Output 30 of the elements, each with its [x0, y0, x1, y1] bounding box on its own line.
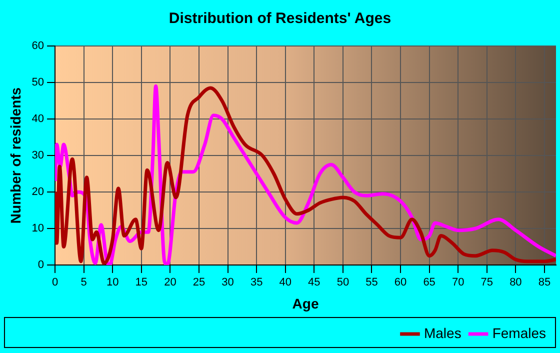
x-tick-label: 25 [192, 276, 206, 289]
y-tick-label: 50 [32, 76, 44, 89]
x-tick-label: 0 [52, 276, 58, 289]
x-tick-label: 80 [510, 276, 522, 289]
x-tick-label: 65 [423, 276, 436, 289]
y-tick-label: 30 [32, 150, 44, 162]
legend-label: Males [424, 324, 462, 341]
y-tick-label: 20 [32, 186, 44, 198]
legend-label: Females [492, 324, 546, 341]
chart-title: Distribution of Residents' Ages [168, 10, 392, 28]
x-tick-label: 35 [250, 276, 263, 289]
x-tick-label: 50 [336, 276, 350, 289]
x-tick-label: 85 [538, 276, 551, 289]
y-axis-title: Number of residents [7, 87, 24, 224]
x-tick-label: 45 [308, 276, 320, 289]
x-tick-label: 40 [279, 276, 292, 289]
y-tick-label: 10 [32, 222, 44, 235]
x-tick-label: 20 [164, 276, 176, 289]
y-tick-label: 60 [32, 40, 44, 52]
x-tick-label: 55 [366, 276, 378, 289]
x-tick-label: 75 [480, 276, 494, 289]
x-tick-label: 10 [106, 276, 119, 289]
x-tick-label: 60 [394, 276, 407, 289]
x-tick-label: 70 [452, 276, 464, 289]
x-tick-label: 5 [80, 276, 87, 289]
y-tick-label: 40 [32, 113, 44, 126]
x-axis-title: Age [292, 295, 319, 312]
x-tick-label: 15 [135, 276, 148, 289]
x-tick-label: 30 [222, 276, 234, 289]
y-tick-label: 0 [38, 259, 44, 272]
